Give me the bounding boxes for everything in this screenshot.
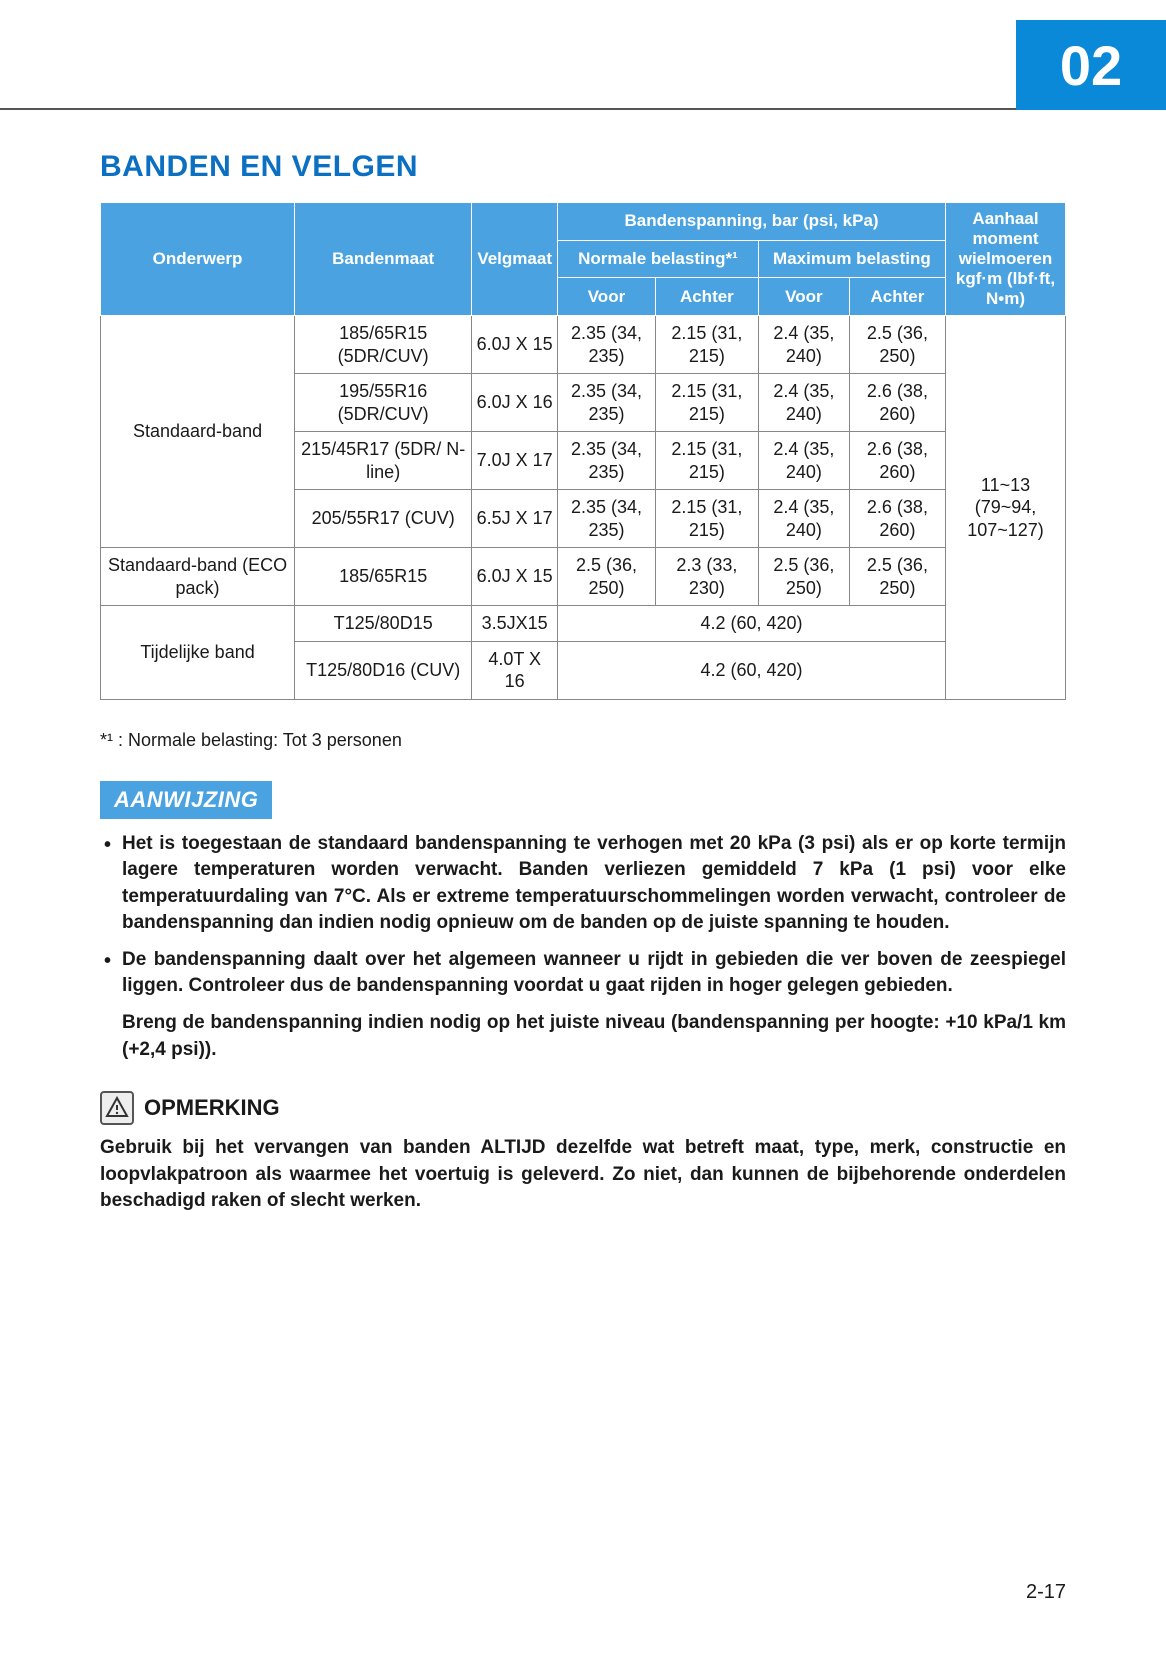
th-max-front: Voor (758, 278, 849, 316)
cell: 2.35 (34, 235) (558, 374, 656, 432)
th-subject: Onderwerp (101, 203, 295, 316)
subject-standard: Standaard-band (101, 316, 295, 548)
cell: 2.5 (36, 250) (758, 548, 849, 606)
th-torque: Aanhaal moment wielmoeren kgf·m (lbf·ft,… (946, 203, 1066, 316)
page-number: 2-17 (1026, 1581, 1066, 1604)
cell: 6.0J X 15 (472, 548, 558, 606)
cell: 2.5 (36, 250) (849, 548, 945, 606)
th-pressure-group: Bandenspanning, bar (psi, kPa) (558, 203, 946, 241)
cell: T125/80D15 (295, 606, 472, 642)
cell: 2.6 (38, 260) (849, 374, 945, 432)
th-normal-load: Normale belasting*¹ (558, 240, 759, 278)
tire-table: Onderwerp Bandenmaat Velgmaat Bandenspan… (100, 202, 1066, 700)
cell: 205/55R17 (CUV) (295, 490, 472, 548)
cell: 3.5JX15 (472, 606, 558, 642)
cell: 2.5 (36, 250) (849, 316, 945, 374)
cell: 2.6 (38, 260) (849, 490, 945, 548)
cell: 4.2 (60, 420) (558, 641, 946, 699)
th-wheel-size: Velgmaat (472, 203, 558, 316)
th-max-rear: Achter (849, 278, 945, 316)
cell: 4.0T X 16 (472, 641, 558, 699)
subject-temp: Tijdelijke band (101, 606, 295, 700)
cell: T125/80D16 (CUV) (295, 641, 472, 699)
cell: 2.6 (38, 260) (849, 432, 945, 490)
cell: 185/65R15 (5DR/CUV) (295, 316, 472, 374)
top-rule (0, 108, 1016, 110)
warning-icon (100, 1091, 134, 1125)
th-normal-rear: Achter (655, 278, 758, 316)
cell: 195/55R16 (5DR/CUV) (295, 374, 472, 432)
remark-body: Gebruik bij het vervangen van banden ALT… (100, 1135, 1066, 1215)
notice-item: Het is toegestaan de standaard bandenspa… (100, 831, 1066, 937)
cell: 2.35 (34, 235) (558, 316, 656, 374)
th-max-load: Maximum belasting (758, 240, 945, 278)
notice-item: De bandenspanning daalt over het algemee… (100, 947, 1066, 1000)
cell: 2.5 (36, 250) (558, 548, 656, 606)
remark-header: OPMERKING (100, 1091, 1066, 1125)
cell: 4.2 (60, 420) (558, 606, 946, 642)
cell: 7.0J X 17 (472, 432, 558, 490)
cell: 2.4 (35, 240) (758, 432, 849, 490)
torque-cell: 11~13 (79~94, 107~127) (946, 316, 1066, 700)
cell: 2.4 (35, 240) (758, 316, 849, 374)
notice-list: Het is toegestaan de standaard bandenspa… (100, 831, 1066, 1001)
cell: 6.0J X 15 (472, 316, 558, 374)
cell: 2.4 (35, 240) (758, 490, 849, 548)
cell: 6.0J X 16 (472, 374, 558, 432)
subject-eco: Standaard-band (ECO pack) (101, 548, 295, 606)
th-tire-size: Bandenmaat (295, 203, 472, 316)
cell: 2.15 (31, 215) (655, 432, 758, 490)
notice-sub: Breng de bandenspanning indien nodig op … (100, 1010, 1066, 1063)
cell: 185/65R15 (295, 548, 472, 606)
cell: 215/45R17 (5DR/ N-line) (295, 432, 472, 490)
remark-title: OPMERKING (144, 1095, 280, 1121)
cell: 2.15 (31, 215) (655, 490, 758, 548)
chapter-number-tab: 02 (1016, 20, 1166, 110)
cell: 2.35 (34, 235) (558, 490, 656, 548)
footnote: *¹ : Normale belasting: Tot 3 personen (100, 730, 1066, 751)
notice-label: AANWIJZING (100, 781, 272, 819)
cell: 2.15 (31, 215) (655, 374, 758, 432)
th-normal-front: Voor (558, 278, 656, 316)
cell: 2.4 (35, 240) (758, 374, 849, 432)
section-title: BANDEN EN VELGEN (100, 150, 1066, 184)
cell: 6.5J X 17 (472, 490, 558, 548)
cell: 2.3 (33, 230) (655, 548, 758, 606)
cell: 2.15 (31, 215) (655, 316, 758, 374)
cell: 2.35 (34, 235) (558, 432, 656, 490)
page-content: BANDEN EN VELGEN Onderwerp Bandenmaat Ve… (100, 150, 1066, 1215)
